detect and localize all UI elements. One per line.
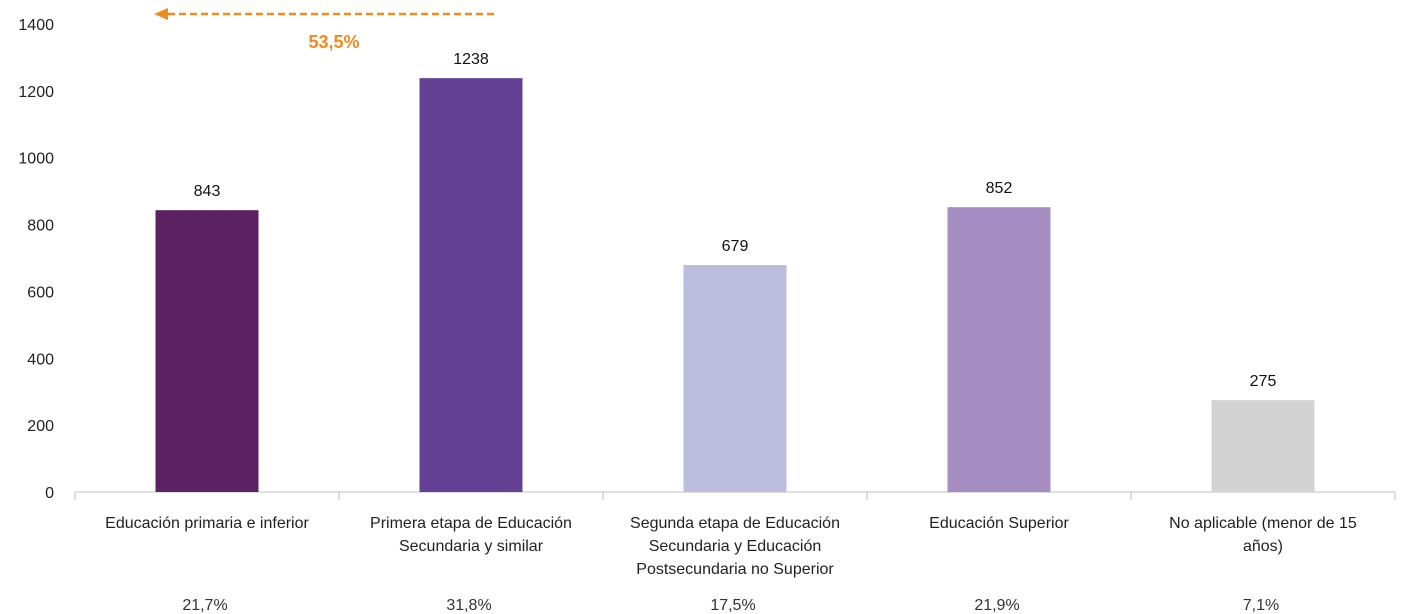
- category-label: Primera etapa de Educación: [370, 515, 572, 532]
- data-label: 843: [194, 183, 221, 200]
- y-tick-label: 1000: [18, 151, 54, 168]
- bar: [419, 78, 523, 492]
- category-label: Educación Superior: [929, 515, 1069, 532]
- bar: [947, 207, 1051, 492]
- y-tick-label: 800: [27, 218, 54, 235]
- percentage-label: 21,9%: [974, 597, 1019, 614]
- percentage-label: 31,8%: [446, 597, 491, 614]
- category-label: Secundaria y similar: [399, 538, 544, 555]
- y-tick-label: 1200: [18, 84, 54, 101]
- y-tick-label: 200: [27, 418, 54, 435]
- bar: [155, 210, 259, 492]
- y-tick-label: 1400: [18, 17, 54, 34]
- category-label: Educación primaria e inferior: [105, 515, 309, 532]
- bar: [1211, 400, 1315, 492]
- y-tick-label: 600: [27, 284, 54, 301]
- category-label: Postsecundaria no Superior: [636, 561, 834, 578]
- percentage-label: 21,7%: [182, 597, 227, 614]
- data-label: 1238: [453, 51, 489, 68]
- category-label: años): [1243, 538, 1283, 555]
- category-label: Segunda etapa de Educación: [630, 515, 840, 532]
- category-label: Secundaria y Educación: [649, 538, 822, 555]
- bar: [683, 265, 787, 492]
- data-label: 852: [986, 180, 1013, 197]
- y-tick-label: 0: [45, 485, 54, 502]
- annotation-arrow-head: [154, 8, 168, 20]
- data-label: 275: [1250, 373, 1277, 390]
- category-label: No aplicable (menor de 15: [1169, 515, 1357, 532]
- data-label: 679: [722, 238, 749, 255]
- annotation-label: 53,5%: [308, 32, 359, 52]
- y-tick-label: 400: [27, 351, 54, 368]
- percentage-label: 7,1%: [1243, 597, 1279, 614]
- percentage-label: 17,5%: [710, 597, 755, 614]
